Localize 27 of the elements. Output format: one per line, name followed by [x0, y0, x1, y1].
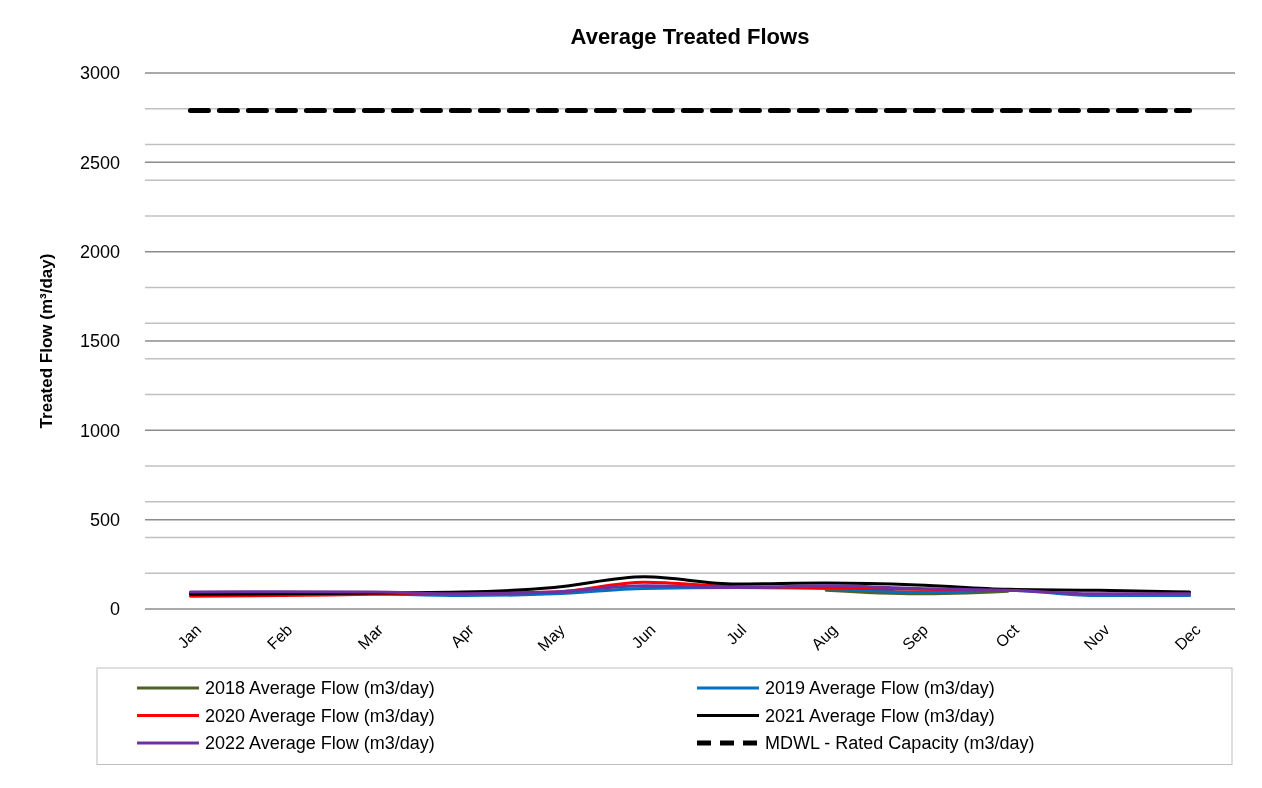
legend-label: 2019 Average Flow (m3/day) — [765, 678, 995, 699]
y-tick-label: 3000 — [79, 63, 120, 84]
legend-label: 2022 Average Flow (m3/day) — [205, 733, 435, 754]
x-tick-label: Nov — [1080, 621, 1113, 654]
y-tick-label: 2000 — [79, 241, 120, 262]
y-axis-title: Treated Flow (m³/day) — [37, 253, 56, 429]
y-tick-label: 0 — [109, 599, 120, 620]
x-tick-label: Jan — [174, 621, 205, 652]
x-tick-label: Mar — [354, 620, 387, 653]
x-tick-label: Jul — [723, 621, 750, 648]
x-tick-label: Oct — [992, 620, 1023, 651]
x-tick-label: May — [534, 621, 568, 655]
legend-label: 2018 Average Flow (m3/day) — [205, 678, 435, 699]
x-tick-label: Feb — [263, 620, 296, 653]
x-tick-label: Sep — [899, 620, 932, 654]
y-tick-label: 1000 — [79, 420, 120, 441]
y-tick-label: 1500 — [79, 331, 120, 352]
legend-label: 2020 Average Flow (m3/day) — [205, 705, 435, 726]
y-tick-label: 2500 — [79, 152, 120, 173]
x-tick-label: Apr — [447, 620, 478, 651]
chart-title: Average Treated Flows — [570, 24, 810, 49]
legend-label: MDWL - Rated Capacity (m3/day) — [765, 733, 1035, 754]
legend-label: 2021 Average Flow (m3/day) — [765, 705, 995, 726]
x-tick-label: Jun — [628, 621, 659, 652]
x-tick-label: Dec — [1171, 621, 1204, 654]
x-tick-label: Aug — [808, 621, 841, 654]
y-tick-label: 500 — [89, 509, 120, 530]
